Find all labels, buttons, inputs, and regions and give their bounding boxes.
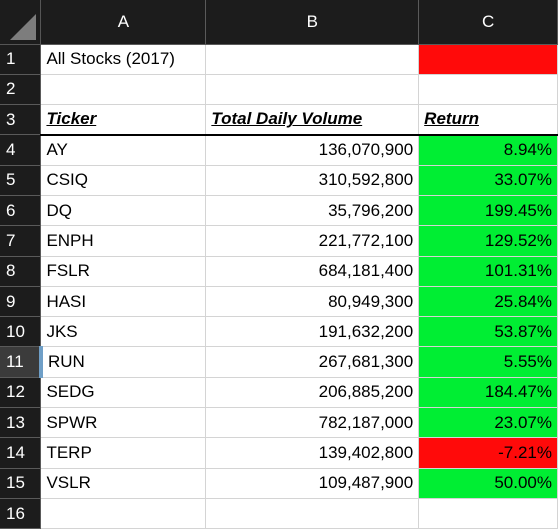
cell-a1[interactable]: All Stocks (2017) <box>40 44 207 75</box>
column-header-c[interactable]: C <box>418 0 558 45</box>
ticker-cell[interactable]: TERP <box>40 437 207 469</box>
row-header-8[interactable]: 8 <box>0 256 42 287</box>
row-header-12[interactable]: 12 <box>0 377 42 409</box>
row-header-7[interactable]: 7 <box>0 225 42 257</box>
table-row: 15 VSLR 109,487,900 50.00% <box>0 468 558 499</box>
cell-c2[interactable] <box>418 74 558 106</box>
row-header-9[interactable]: 9 <box>0 286 42 318</box>
volume-header-cell[interactable]: Total Daily Volume <box>205 104 420 136</box>
ticker-cell[interactable]: VSLR <box>40 468 207 499</box>
return-cell[interactable]: 5.55% <box>418 346 558 378</box>
table-row: 7 ENPH 221,772,100 129.52% <box>0 225 558 257</box>
table-row: 6 DQ 35,796,200 199.45% <box>0 195 558 227</box>
cell-a16[interactable] <box>40 498 207 529</box>
cell-c16[interactable] <box>418 498 558 529</box>
column-header-row: A B C <box>0 0 558 45</box>
table-row: 5 CSIQ 310,592,800 33.07% <box>0 165 558 196</box>
return-cell[interactable]: 101.31% <box>418 256 558 287</box>
volume-cell[interactable]: 206,885,200 <box>205 377 420 409</box>
row-16: 16 <box>0 498 558 529</box>
volume-cell[interactable]: 80,949,300 <box>205 286 420 318</box>
table-row: 8 FSLR 684,181,400 101.31% <box>0 256 558 287</box>
ticker-cell[interactable]: DQ <box>40 195 207 227</box>
volume-cell[interactable]: 136,070,900 <box>205 134 420 166</box>
return-cell[interactable]: 23.07% <box>418 407 558 439</box>
ticker-header-cell[interactable]: Ticker <box>40 104 207 136</box>
volume-cell[interactable]: 139,402,800 <box>205 437 420 469</box>
ticker-cell[interactable]: CSIQ <box>40 165 207 196</box>
ticker-cell[interactable]: AY <box>40 134 207 166</box>
row-header-2[interactable]: 2 <box>0 74 42 106</box>
return-cell[interactable]: 25.84% <box>418 286 558 318</box>
row-3: 3 Ticker Total Daily Volume Return <box>0 104 558 136</box>
row-header-15[interactable]: 15 <box>0 468 42 499</box>
volume-cell[interactable]: 267,681,300 <box>205 346 420 378</box>
select-all-triangle-icon <box>10 13 37 40</box>
row-1: 1 All Stocks (2017) <box>0 44 558 75</box>
return-cell[interactable]: 129.52% <box>418 225 558 257</box>
volume-cell[interactable]: 191,632,200 <box>205 316 420 348</box>
cell-b1[interactable] <box>205 44 420 75</box>
ticker-cell[interactable]: SEDG <box>40 377 207 409</box>
cell-b16[interactable] <box>205 498 420 529</box>
return-header-cell[interactable]: Return <box>418 104 558 136</box>
volume-cell[interactable]: 109,487,900 <box>205 468 420 499</box>
row-header-4[interactable]: 4 <box>0 134 42 166</box>
return-cell[interactable]: 8.94% <box>418 134 558 166</box>
row-header-10[interactable]: 10 <box>0 316 42 348</box>
volume-cell[interactable]: 221,772,100 <box>205 225 420 257</box>
table-row: 10 JKS 191,632,200 53.87% <box>0 316 558 348</box>
cell-c1[interactable] <box>418 44 558 75</box>
ticker-cell[interactable]: FSLR <box>40 256 207 287</box>
table-row: 9 HASI 80,949,300 25.84% <box>0 286 558 318</box>
row-header-11[interactable]: 11 <box>0 346 43 378</box>
column-header-a[interactable]: A <box>40 0 207 45</box>
return-cell[interactable]: 53.87% <box>418 316 558 348</box>
column-header-b[interactable]: B <box>205 0 420 45</box>
row-header-1[interactable]: 1 <box>0 44 42 75</box>
cell-a2[interactable] <box>40 74 207 106</box>
volume-cell[interactable]: 782,187,000 <box>205 407 420 439</box>
return-cell[interactable]: 33.07% <box>418 165 558 196</box>
volume-cell[interactable]: 684,181,400 <box>205 256 420 287</box>
volume-cell[interactable]: 310,592,800 <box>205 165 420 196</box>
row-header-5[interactable]: 5 <box>0 165 42 196</box>
table-row: 11 RUN 267,681,300 5.55% <box>0 346 558 378</box>
table-row: 4 AY 136,070,900 8.94% <box>0 134 558 166</box>
row-header-14[interactable]: 14 <box>0 437 42 469</box>
data-rows: 4 AY 136,070,900 8.94% 5 CSIQ 310,592,800 33.07… <box>0 134 558 499</box>
ticker-cell[interactable]: RUN <box>40 346 207 378</box>
ticker-cell[interactable]: SPWR <box>40 407 207 439</box>
row-2: 2 <box>0 74 558 106</box>
ticker-cell[interactable]: ENPH <box>40 225 207 257</box>
ticker-cell[interactable]: JKS <box>40 316 207 348</box>
row-header-13[interactable]: 13 <box>0 407 42 439</box>
row-header-3[interactable]: 3 <box>0 104 42 136</box>
table-row: 13 SPWR 782,187,000 23.07% <box>0 407 558 439</box>
row-header-6[interactable]: 6 <box>0 195 42 227</box>
volume-cell[interactable]: 35,796,200 <box>205 195 420 227</box>
table-row: 12 SEDG 206,885,200 184.47% <box>0 377 558 409</box>
ticker-cell[interactable]: HASI <box>40 286 207 318</box>
table-row: 14 TERP 139,402,800 -7.21% <box>0 437 558 469</box>
return-cell[interactable]: -7.21% <box>418 437 558 469</box>
return-cell[interactable]: 50.00% <box>418 468 558 499</box>
row-header-16[interactable]: 16 <box>0 498 42 529</box>
cell-b2[interactable] <box>205 74 420 106</box>
select-all-button[interactable] <box>0 0 42 45</box>
return-cell[interactable]: 184.47% <box>418 377 558 409</box>
return-cell[interactable]: 199.45% <box>418 195 558 227</box>
